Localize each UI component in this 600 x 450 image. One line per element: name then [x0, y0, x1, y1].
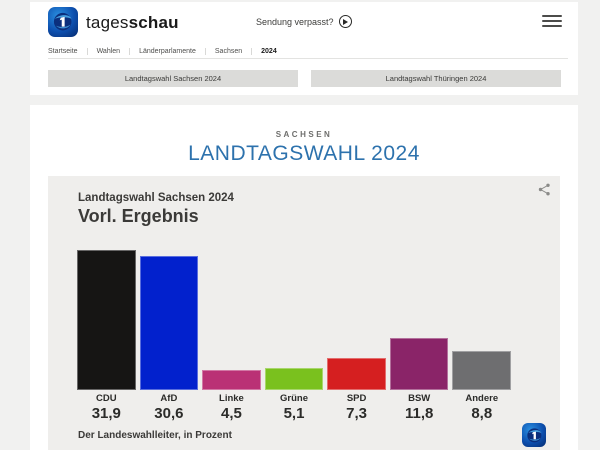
bar-value: 30,6: [154, 405, 184, 422]
bar-label: SPD: [346, 393, 367, 404]
chart-subtitle: Vorl. Ergebnis: [78, 206, 199, 226]
tagesschau-logo-icon[interactable]: [48, 7, 78, 37]
bar-value: 31,9: [91, 405, 121, 422]
bar-wrapper: [202, 250, 261, 390]
bar-value: 11,8: [404, 405, 434, 422]
bar-label: Linke: [219, 393, 244, 404]
bar-label: Grüne: [280, 393, 309, 404]
tagesschau-watermark-icon: [522, 423, 546, 447]
main-content-card: SACHSEN LANDTAGSWAHL 2024 Landtagswahl S…: [30, 105, 578, 450]
bar-label: BSW: [408, 393, 431, 404]
page-title: LANDTAGSWAHL 2024: [188, 142, 420, 165]
top-bar: tagesschau Sendung verpasst?: [30, 2, 578, 42]
brand-regular: tages: [86, 13, 129, 32]
results-chart: Landtagswahl Sachsen 2024 Vorl. Ergebnis…: [48, 176, 560, 450]
bar-value: 8,8: [471, 405, 493, 422]
bar-label: CDU: [95, 393, 117, 404]
bar-value: 4,5: [221, 405, 242, 422]
sachsen-election-button[interactable]: Landtagswahl Sachsen 2024: [48, 70, 298, 87]
bar-column: Grüne 5,1: [264, 250, 324, 422]
bar-column: SPD 7,3: [327, 250, 386, 422]
bar-linke: [202, 370, 261, 390]
bar-column: CDU 31,9: [77, 250, 136, 422]
chart-source: Der Landeswahlleiter, in Prozent: [78, 430, 232, 441]
globe-icon: [526, 427, 542, 443]
bar-spd: [327, 358, 386, 390]
bar-wrapper: [389, 250, 449, 390]
bar-grüne: [264, 368, 324, 390]
region-label: SACHSEN: [275, 130, 333, 139]
bar-andere: [452, 351, 512, 390]
breadcrumb: Startseite Wahlen Länderparlamente Sachs…: [48, 44, 568, 59]
bar-wrapper: [264, 250, 324, 390]
bar-column: Linke 4,5: [202, 250, 261, 422]
bar-wrapper: [139, 250, 199, 390]
watch-missed-link[interactable]: Sendung verpasst?: [256, 15, 352, 28]
share-icon[interactable]: [538, 183, 551, 196]
bar-value: 5,1: [283, 405, 305, 422]
thueringen-election-button[interactable]: Landtagswahl Thüringen 2024: [311, 70, 561, 87]
bar-afd: [139, 256, 199, 390]
chart-title: Landtagswahl Sachsen 2024: [78, 192, 234, 204]
globe-icon: [54, 13, 72, 31]
bar-column: AfD 30,6: [139, 250, 199, 422]
bar-label: AfD: [160, 393, 178, 404]
bar-value: 7,3: [346, 405, 368, 422]
breadcrumb-laenderparlamente[interactable]: Länderparlamente: [130, 47, 206, 55]
brand-wordmark[interactable]: tagesschau: [86, 13, 179, 33]
header-card: tagesschau Sendung verpasst? Startseite …: [30, 2, 578, 95]
bar-label: Andere: [465, 393, 499, 404]
breadcrumb-wahlen[interactable]: Wahlen: [88, 47, 131, 55]
menu-icon[interactable]: [542, 15, 562, 29]
bar-cdu: [77, 250, 136, 390]
breadcrumb-2024[interactable]: 2024: [261, 47, 277, 55]
bar-chart: CDU 31,9 AfD 30,6 Linke 4,5 Grüne 5,1 SPD 7,3 BSW 1…: [77, 250, 512, 422]
brand-bold: schau: [128, 13, 179, 32]
play-icon[interactable]: [338, 15, 352, 28]
bar-column: Andere 8,8: [452, 250, 512, 422]
bar-wrapper: [77, 250, 136, 390]
watch-missed-label: Sendung verpasst?: [256, 16, 334, 27]
bar-wrapper: [327, 250, 386, 390]
bar-column: BSW 11,8: [389, 250, 449, 422]
bar-wrapper: [452, 250, 512, 390]
breadcrumb-startseite[interactable]: Startseite: [48, 47, 88, 55]
breadcrumb-sachsen[interactable]: Sachsen: [206, 47, 253, 55]
bar-bsw: [389, 338, 449, 390]
